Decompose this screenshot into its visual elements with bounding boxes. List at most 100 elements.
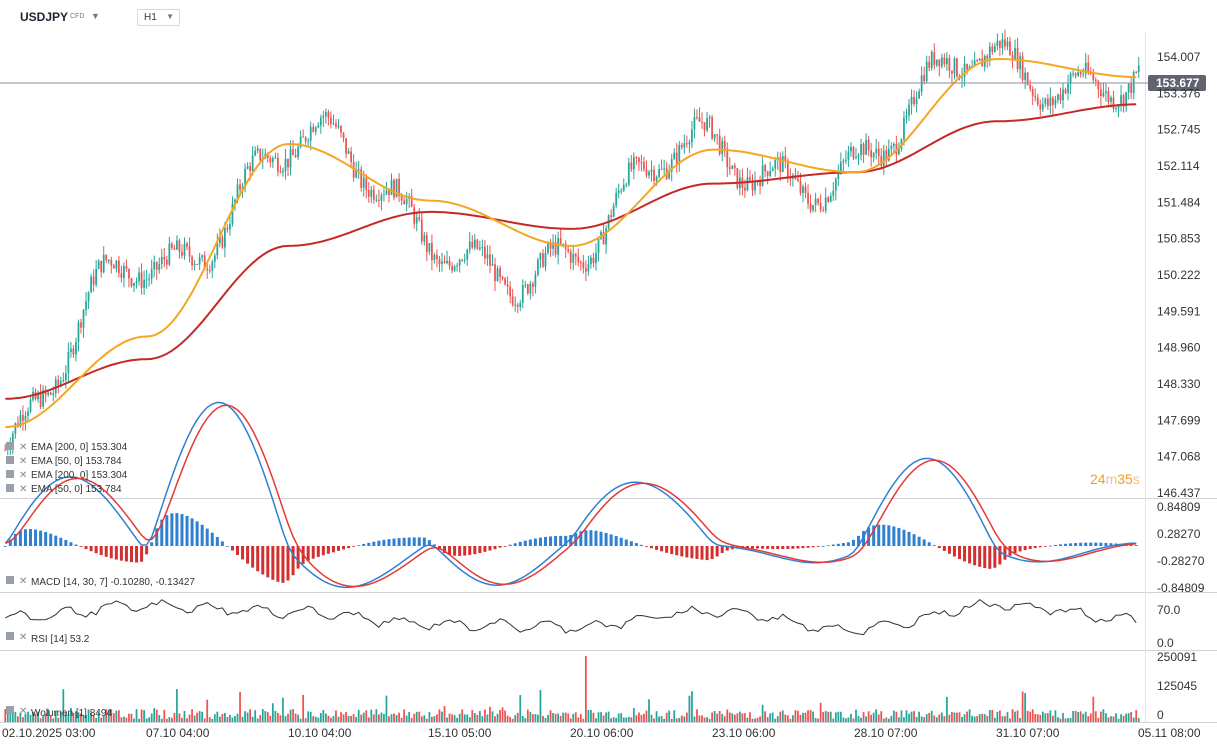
legend-settings-icon[interactable] [6, 442, 14, 450]
volume-bar [1087, 716, 1090, 722]
macd-histogram-bar [49, 533, 53, 546]
volume-bar [809, 710, 812, 722]
macd-histogram-bar [145, 546, 149, 555]
volume-bar [458, 713, 461, 722]
legend-settings-icon[interactable] [6, 632, 14, 640]
legend-close-icon[interactable]: ✕ [19, 470, 27, 481]
candle-body [29, 399, 32, 412]
candle-body [345, 138, 347, 154]
legend-close-icon[interactable]: ✕ [19, 706, 27, 717]
candle-body [309, 126, 312, 141]
volume-bar [506, 715, 509, 722]
candle-body [1036, 97, 1039, 105]
time-tick-label: 15.10 05:00 [428, 726, 492, 740]
volume-bar [289, 709, 292, 722]
candle-body [645, 169, 648, 176]
volume-bar [511, 718, 514, 722]
volume-bar [1137, 718, 1140, 722]
volume-bar [360, 714, 363, 722]
time-tick-label: 23.10 06:00 [712, 726, 776, 740]
candle-body [367, 190, 370, 197]
candle-body [567, 249, 570, 252]
ema-legend-label: EMA [200, 0] 153.304 [31, 470, 128, 481]
legend-settings-icon[interactable] [6, 456, 14, 464]
volume-bar [294, 713, 297, 722]
legend-settings-icon[interactable] [6, 470, 14, 478]
volume-bar [80, 713, 82, 722]
symbol-dropdown-chevron-icon[interactable]: ▼ [91, 11, 100, 21]
volume-bar [357, 709, 360, 722]
volume-bar [761, 704, 764, 722]
legend-close-icon[interactable]: ✕ [19, 576, 27, 587]
macd-histogram-bar [296, 546, 300, 569]
volume-bar [337, 716, 340, 722]
volume-bar [259, 715, 262, 722]
macd-histogram-bar [1038, 546, 1042, 548]
macd-histogram-bar [407, 537, 411, 546]
macd-histogram-bar [483, 546, 487, 552]
macd-histogram-bar [902, 529, 906, 546]
candle-body [145, 279, 148, 281]
volume-bar [27, 711, 29, 722]
volume-bar [759, 716, 761, 722]
legend-close-icon[interactable]: ✕ [19, 456, 27, 467]
macd-histogram-bar [877, 524, 881, 546]
volume-bar [87, 709, 90, 722]
candle-body [774, 160, 777, 169]
candle-body [658, 169, 660, 177]
macd-histogram-bar [160, 519, 164, 546]
candle-body [19, 414, 22, 427]
volume-tick-label: 250091 [1157, 650, 1197, 664]
volume-bar [789, 718, 792, 722]
volume-bar [837, 711, 840, 722]
volume-bar [367, 717, 370, 722]
volume-bar [910, 711, 913, 722]
volume-bar [537, 714, 539, 722]
volume-bar [1117, 718, 1120, 722]
macd-histogram-bar [357, 545, 361, 547]
volume-bar [1112, 716, 1115, 722]
legend-settings-icon[interactable] [6, 484, 14, 492]
candle-body [807, 192, 809, 204]
symbol-name[interactable]: USDJPY [20, 10, 69, 24]
candle-body [1014, 47, 1016, 61]
volume-bar [1072, 710, 1074, 722]
macd-histogram-bar [215, 536, 219, 546]
volume-bar [244, 711, 246, 722]
candle-body [935, 59, 938, 66]
volume-bar [443, 706, 446, 722]
candle-body [940, 57, 943, 67]
volume-bar [516, 712, 519, 722]
candle-body [496, 268, 499, 282]
candle-body [1102, 92, 1105, 97]
macd-histogram-bar [533, 538, 537, 546]
legend-settings-icon[interactable] [6, 706, 14, 714]
legend-close-icon[interactable]: ✕ [19, 442, 27, 453]
macd-histogram-bar [321, 546, 325, 556]
signal-line [5, 404, 1137, 588]
volume-bar [834, 712, 837, 722]
timeframe-select[interactable]: H1 ▼ [137, 9, 180, 26]
macd-histogram-bar [291, 546, 295, 576]
macd-histogram-bar [897, 527, 901, 546]
macd-histogram-bar [271, 546, 275, 580]
candle-body [857, 155, 860, 158]
macd-histogram-bar [347, 546, 351, 548]
candle-body [648, 171, 650, 176]
volume-bar [650, 714, 653, 722]
volume-bar [683, 716, 686, 722]
legend-settings-icon[interactable] [6, 576, 14, 584]
volume-legend-label: Wolumen [1] 8494 [31, 708, 112, 719]
candle-body [299, 136, 302, 148]
legend-close-icon[interactable]: ✕ [19, 484, 27, 495]
candle-body [271, 158, 274, 163]
ema50-line [5, 57, 1137, 429]
legend-close-icon[interactable]: ✕ [19, 632, 27, 643]
candle-body [852, 146, 855, 159]
candle-body [163, 256, 166, 260]
macd-line [4, 401, 1137, 589]
candle-body [59, 381, 62, 385]
candle-body [847, 151, 850, 160]
macd-histogram-bar [872, 525, 876, 546]
